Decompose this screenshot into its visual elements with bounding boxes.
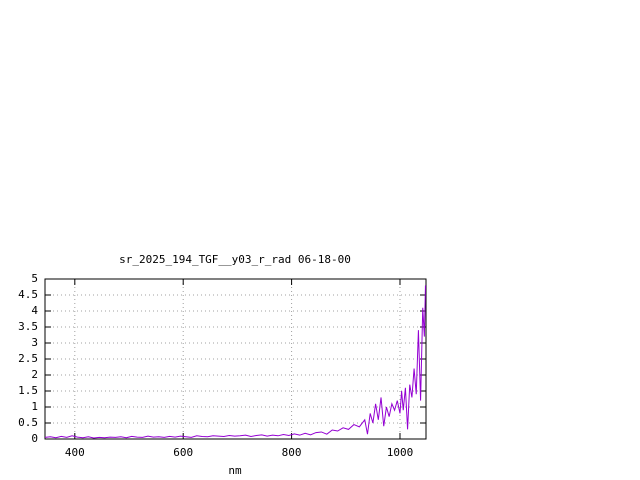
y-tick-label: 4.5	[18, 288, 38, 301]
chart-title: sr_2025_194_TGF__y03_r_rad 06-18-00	[119, 253, 351, 266]
x-axis-label: nm	[228, 464, 242, 477]
y-tick-label: 4	[31, 304, 38, 317]
plot-border	[44, 278, 427, 440]
y-tick-label: 0	[31, 432, 38, 445]
x-tick-label: 800	[282, 446, 302, 459]
y-tick-label: 1	[31, 400, 38, 413]
x-tick-label: 600	[173, 446, 193, 459]
y-tick-label: 2	[31, 368, 38, 381]
x-tick-label: 1000	[387, 446, 414, 459]
y-tick-label: 3.5	[18, 320, 38, 333]
x-tick-label: 400	[65, 446, 85, 459]
y-tick-label: 5	[31, 272, 38, 285]
y-tick-label: 2.5	[18, 352, 38, 365]
y-tick-label: 1.5	[18, 384, 38, 397]
y-tick-label: 0.5	[18, 416, 38, 429]
data-line	[44, 285, 426, 439]
y-tick-label: 3	[31, 336, 38, 349]
